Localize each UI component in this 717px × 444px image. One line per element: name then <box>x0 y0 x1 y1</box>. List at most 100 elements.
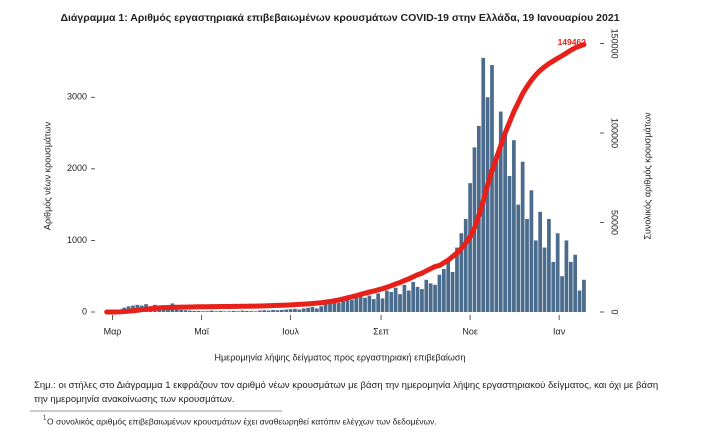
y2-axis-label: Συνολικός αριθμός κρουσμάτων <box>642 112 652 240</box>
x-tick-label: Ιαν <box>553 326 566 336</box>
bar <box>512 140 516 312</box>
bar <box>389 292 393 312</box>
bar <box>227 311 231 312</box>
bar <box>385 291 389 312</box>
bar <box>324 304 328 312</box>
bar <box>276 310 280 312</box>
bar <box>289 309 293 312</box>
bar <box>433 285 437 312</box>
bar <box>403 285 407 312</box>
bar <box>201 311 205 312</box>
bar <box>249 311 253 312</box>
bar <box>490 65 494 312</box>
bar <box>560 276 564 312</box>
bar <box>495 155 499 312</box>
bar <box>442 269 446 312</box>
bar <box>350 300 354 312</box>
x-tick-label: Μαϊ <box>194 326 210 336</box>
bar <box>429 283 433 312</box>
bar <box>232 311 236 312</box>
bar <box>486 97 490 312</box>
y-tick-label: 1000 <box>67 235 87 245</box>
bar <box>179 310 183 312</box>
y2-tick-label: 150000 <box>610 29 620 59</box>
bar <box>363 298 367 312</box>
bar <box>376 293 380 312</box>
bar <box>311 307 315 312</box>
bar <box>424 280 428 312</box>
bar <box>328 303 332 312</box>
bar <box>551 262 555 312</box>
bar <box>302 308 306 312</box>
x-tick-label: Σεπ <box>373 326 389 336</box>
bar <box>214 311 218 312</box>
bar <box>481 58 485 312</box>
bar <box>538 212 542 312</box>
bar <box>521 162 525 312</box>
bar <box>315 308 319 312</box>
bar <box>197 311 201 312</box>
bar <box>451 272 455 312</box>
bar <box>446 262 450 312</box>
bar <box>319 306 323 312</box>
bar <box>337 303 341 312</box>
footnote: Ο συνολικός αριθμός επιβεβαιωμένων κρουσ… <box>47 416 437 426</box>
bar <box>223 311 227 312</box>
bar <box>262 310 266 312</box>
y2-tick-label: 100000 <box>610 118 620 148</box>
bar <box>516 205 520 312</box>
bar <box>407 291 411 312</box>
note: Σημ.: οι στήλες στο Διάγραμμα 1 εκφράζου… <box>34 380 658 405</box>
x-tick-label: Μαρ <box>104 326 122 336</box>
bar <box>534 240 538 312</box>
bar <box>284 309 288 312</box>
bar <box>398 294 402 312</box>
y2-tick-label: 50000 <box>610 210 620 235</box>
bar <box>565 240 569 312</box>
bar <box>569 262 573 312</box>
x-tick-label: Νοε <box>462 326 478 336</box>
bar <box>543 248 547 312</box>
y-tick-label: 0 <box>82 306 87 316</box>
bar <box>508 176 512 312</box>
bar <box>525 219 529 312</box>
bar <box>184 310 188 312</box>
bar <box>271 310 275 312</box>
y-tick-label: 2000 <box>67 163 87 173</box>
bar <box>188 311 192 312</box>
bar <box>468 183 472 312</box>
bar <box>236 311 240 312</box>
bar <box>280 310 284 312</box>
bar <box>219 311 223 312</box>
bar <box>438 275 442 312</box>
bar <box>293 309 297 312</box>
bar <box>192 311 196 312</box>
end-value-label: 149462 <box>558 37 587 47</box>
bar <box>547 219 551 312</box>
bar <box>394 288 398 312</box>
bar <box>464 219 468 312</box>
bar <box>241 311 245 312</box>
bar <box>306 308 310 312</box>
x-tick-label: Ιουλ <box>282 326 299 336</box>
bar <box>254 311 258 312</box>
y-axis-label: Αριθμός νέων κρουσμάτων <box>42 121 52 230</box>
bar <box>354 296 358 312</box>
bar <box>556 233 560 312</box>
y-tick-label: 3000 <box>67 92 87 102</box>
bar <box>297 309 301 312</box>
bar <box>245 311 249 312</box>
bar <box>258 311 262 312</box>
bar <box>210 311 214 312</box>
y2-tick-label: 0 <box>610 309 620 314</box>
bar <box>503 133 507 312</box>
bar <box>267 311 271 312</box>
bar <box>573 255 577 312</box>
bar <box>530 190 534 312</box>
bar <box>582 280 586 312</box>
bar <box>368 296 372 312</box>
bar <box>206 311 210 312</box>
bar <box>420 289 424 312</box>
bar <box>372 299 376 312</box>
